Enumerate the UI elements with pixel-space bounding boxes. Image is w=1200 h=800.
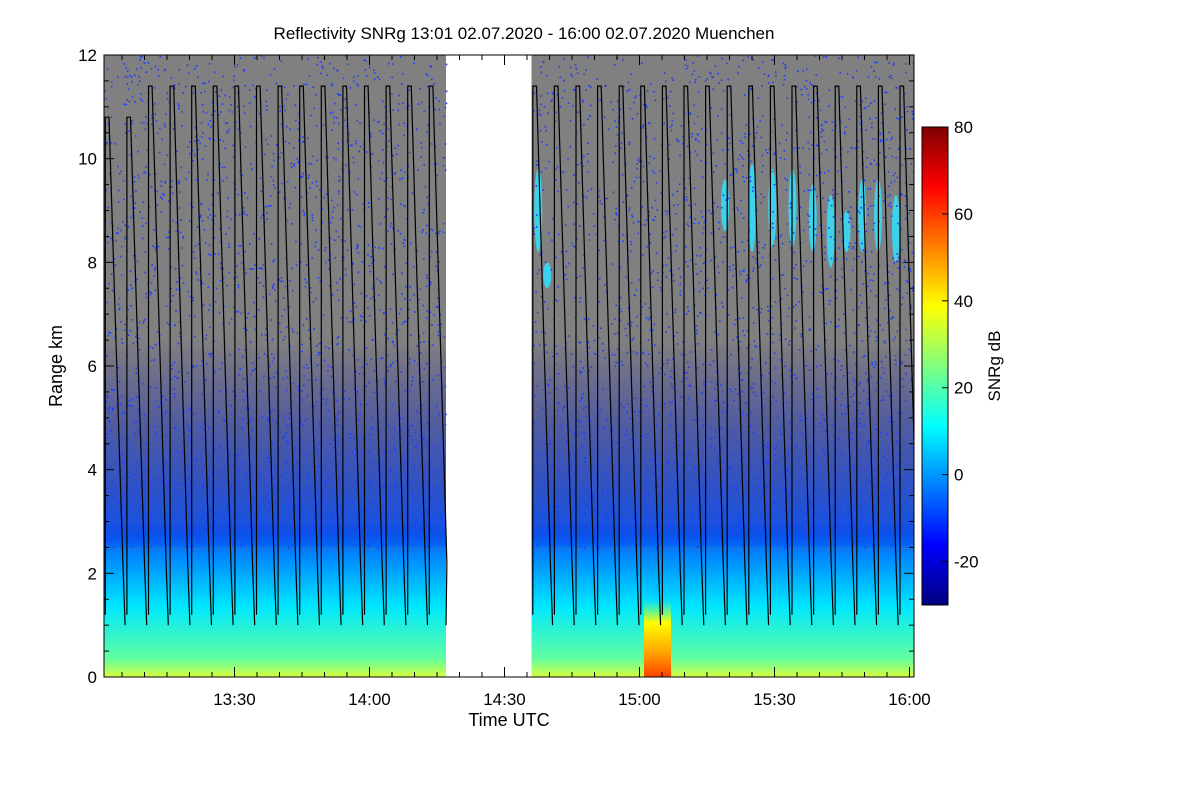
mid-echo-before-gap bbox=[104, 340, 446, 548]
plot-area bbox=[104, 55, 914, 677]
upper-cloud-patch bbox=[826, 194, 835, 268]
x-tick-label: 13:30 bbox=[213, 690, 256, 709]
y-axis-label: Range km bbox=[46, 325, 66, 407]
mid-echo-after-gap bbox=[531, 340, 914, 548]
scan-envelope-layer bbox=[104, 85, 914, 626]
colorbar-ticks: -20 0 20 40 60 80 bbox=[942, 118, 979, 572]
scan-envelope-before-gap bbox=[104, 85, 448, 626]
colorbar-tick-label: 40 bbox=[954, 292, 973, 311]
y-tick-label: 6 bbox=[88, 357, 97, 376]
colorbar-tick-label: -20 bbox=[954, 553, 979, 572]
y-tick-label: 12 bbox=[78, 46, 97, 65]
upper-cloud-patch bbox=[808, 184, 817, 252]
x-axis: 13:30 14:00 14:30 15:00 15:30 16:00 bbox=[121, 55, 931, 709]
upper-cloud-patch bbox=[842, 210, 851, 252]
x-tick-label: 15:30 bbox=[753, 690, 796, 709]
y-tick-label: 4 bbox=[88, 461, 97, 480]
y-tick-label: 2 bbox=[88, 564, 97, 583]
colorbar-fill bbox=[921, 126, 949, 606]
y-tick-label: 8 bbox=[88, 253, 97, 272]
y-tick-label: 10 bbox=[78, 150, 97, 169]
y-axis: 0 2 4 6 8 10 12 bbox=[78, 46, 914, 687]
colorbar-tick-label: 60 bbox=[954, 205, 973, 224]
upper-cloud-patch bbox=[892, 194, 900, 263]
upper-cloud-patch bbox=[748, 163, 756, 252]
x-tick-label: 14:30 bbox=[483, 690, 526, 709]
x-axis-label: Time UTC bbox=[468, 710, 549, 730]
colorbar-tick-label: 20 bbox=[954, 379, 973, 398]
colorbar: -20 0 20 40 60 80 SNRg dB bbox=[921, 118, 1004, 606]
high-snr-feature bbox=[644, 599, 671, 677]
upper-cloud-patch bbox=[543, 262, 552, 289]
x-tick-label: 15:00 bbox=[618, 690, 661, 709]
x-tick-label: 14:00 bbox=[348, 690, 391, 709]
y-tick-label: 0 bbox=[88, 668, 97, 687]
colorbar-tick-label: 80 bbox=[954, 118, 973, 137]
upper-cloud-patch bbox=[768, 169, 777, 247]
scan-envelope-after-gap bbox=[532, 85, 914, 626]
x-tick-label: 16:00 bbox=[888, 690, 931, 709]
chart-title: Reflectivity SNRg 13:01 02.07.2020 - 16:… bbox=[274, 24, 775, 43]
colorbar-tick-label: 0 bbox=[954, 466, 963, 485]
colorbar-label: SNRg dB bbox=[985, 331, 1004, 402]
